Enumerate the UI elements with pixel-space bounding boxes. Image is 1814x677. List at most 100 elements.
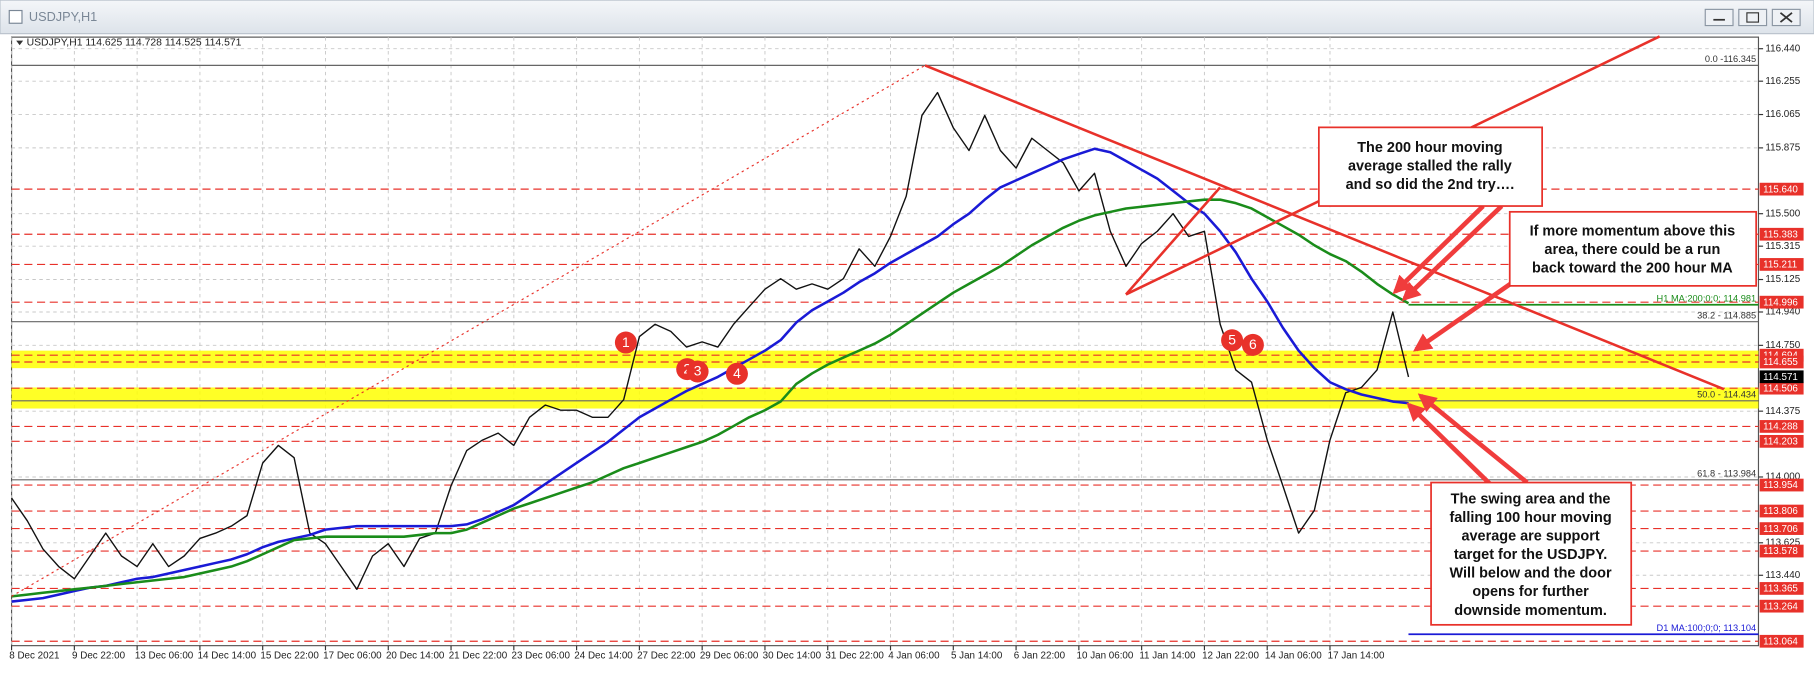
level-label: 113.064 — [1763, 636, 1798, 647]
swing-marker — [1241, 333, 1264, 356]
annotation-text: downside momentum. — [1454, 603, 1607, 619]
level-label: 114.288 — [1763, 422, 1798, 433]
x-tick-label: 13 Dec 06:00 — [135, 651, 194, 662]
swing-marker-label: 3 — [694, 363, 702, 379]
arrow — [1401, 204, 1504, 302]
level-label-box — [1759, 227, 1804, 241]
y-tick-label: 113.440 — [1765, 570, 1800, 581]
arrow — [1417, 393, 1529, 485]
trendline — [1124, 186, 1222, 296]
annotation-text: The 200 hour moving — [1357, 140, 1502, 156]
icon — [1746, 12, 1760, 23]
x-tick-label: 8 Dec 2021 — [9, 651, 59, 662]
level-label: 113.706 — [1763, 524, 1798, 535]
annotation-text: Will below and the door — [1450, 566, 1612, 582]
trendline — [11, 64, 926, 597]
fib-label: 61.8 - 113.984 — [1697, 468, 1756, 478]
level-label: 115.211 — [1763, 260, 1797, 271]
x-tick-label: 29 Dec 06:00 — [700, 651, 759, 662]
level-label: 113.806 — [1763, 506, 1798, 517]
level-label: 113.264 — [1763, 601, 1798, 612]
minimize-button[interactable] — [1704, 8, 1734, 27]
level-label: 114.655 — [1763, 357, 1798, 368]
collapse-icon[interactable] — [16, 40, 24, 46]
y-tick-label: 115.125 — [1765, 274, 1800, 285]
x-tick-label: 5 Jan 14:00 — [951, 651, 1003, 662]
swing-marker — [686, 360, 709, 383]
moving-average — [11, 198, 1410, 598]
annotation-text: target for the USDJPY. — [1454, 547, 1607, 563]
annotation-text: falling 100 hour moving — [1449, 510, 1611, 526]
swing-marker — [1221, 329, 1244, 352]
x-tick-label: 11 Jan 14:00 — [1139, 651, 1196, 662]
level-label-box — [1759, 478, 1804, 492]
x-tick-label: 27 Dec 22:00 — [637, 651, 696, 662]
annotation-text: area, there could be a run — [1544, 242, 1720, 258]
x-tick-label: 21 Dec 22:00 — [449, 651, 508, 662]
title-bar — [0, 0, 1814, 35]
swing-marker-label: 4 — [733, 365, 741, 381]
ma-label: H1 MA:200;0;0; 114.981 — [1657, 293, 1757, 303]
level-label-box — [1759, 295, 1804, 309]
level-label-box — [1759, 634, 1804, 648]
y-tick-label: 113.625 — [1765, 537, 1800, 548]
window-icon — [8, 9, 23, 24]
support-zone — [11, 350, 1759, 369]
fib-label: 0.0 -116.345 — [1705, 54, 1756, 64]
x-tick-label: 10 Jan 06:00 — [1077, 651, 1134, 662]
swing-marker-label: 5 — [1228, 331, 1236, 347]
last-price-box — [1759, 370, 1804, 384]
fib-label: 38.2 - 114.885 — [1697, 310, 1756, 320]
level-label-box — [1759, 258, 1804, 271]
annotation-text: The swing area and the — [1451, 492, 1611, 508]
symbol-info: USDJPY,H1 114.625 114.728 114.525 114.57… — [27, 38, 242, 49]
icon — [1779, 12, 1793, 23]
level-label-box — [1759, 381, 1804, 395]
y-tick-label: 115.875 — [1765, 142, 1800, 153]
x-tick-label: 24 Dec 14:00 — [574, 651, 633, 662]
level-label-box — [1759, 599, 1804, 613]
annotation-text: and so did the 2nd try…. — [1346, 177, 1515, 193]
annotation-text: back toward the 200 hour MA — [1532, 260, 1733, 276]
annotation: If more momentum above this area, there … — [1508, 210, 1758, 287]
swing-marker — [614, 331, 637, 354]
annotation-box — [1508, 210, 1758, 287]
moving-average — [11, 147, 1409, 603]
level-label-box — [1759, 522, 1804, 535]
arrow — [1412, 281, 1513, 352]
level-label-box — [1759, 420, 1804, 433]
level-label: 113.954 — [1763, 480, 1798, 491]
x-tick-label: 20 Dec 14:00 — [386, 651, 445, 662]
x-tick-label: 4 Jan 06:00 — [888, 651, 940, 662]
level-label: 114.996 — [1763, 297, 1798, 308]
y-tick-label: 115.500 — [1765, 208, 1800, 219]
y-tick-label: 116.440 — [1765, 43, 1800, 54]
trendline — [924, 64, 1725, 391]
last-price-label: 114.571 — [1763, 372, 1798, 383]
level-label: 113.578 — [1763, 546, 1798, 557]
restore-button[interactable] — [1738, 8, 1768, 27]
x-tick-label: 9 Dec 22:00 — [72, 651, 126, 662]
x-tick-label: 15 Dec 22:00 — [260, 651, 319, 662]
x-tick-label: 14 Dec 14:00 — [198, 651, 257, 662]
window-title: USDJPY,H1 — [29, 9, 97, 24]
y-tick-label: 116.255 — [1765, 76, 1800, 87]
y-tick-label: 115.315 — [1765, 241, 1800, 252]
support-zone — [11, 387, 1759, 409]
annotation-text: average stalled the rally — [1348, 159, 1512, 175]
x-tick-label: 31 Dec 22:00 — [825, 651, 884, 662]
x-tick-label: 17 Jan 14:00 — [1328, 651, 1385, 662]
level-label-box — [1759, 355, 1804, 369]
window-buttons[interactable] — [1704, 8, 1801, 27]
price-line — [10, 91, 1410, 591]
swing-marker-label: 6 — [1249, 336, 1257, 352]
level-label-box — [1759, 182, 1804, 196]
x-tick-label: 14 Jan 06:00 — [1265, 651, 1322, 662]
x-tick-label: 17 Dec 06:00 — [323, 651, 382, 662]
arrow — [1392, 204, 1485, 295]
annotation: The 200 hour moving average stalled the … — [1317, 126, 1543, 207]
annotation-text: If more momentum above this — [1530, 223, 1736, 239]
fib-label: 50.0 - 114.434 — [1697, 389, 1756, 399]
annotation-box — [1430, 481, 1633, 626]
